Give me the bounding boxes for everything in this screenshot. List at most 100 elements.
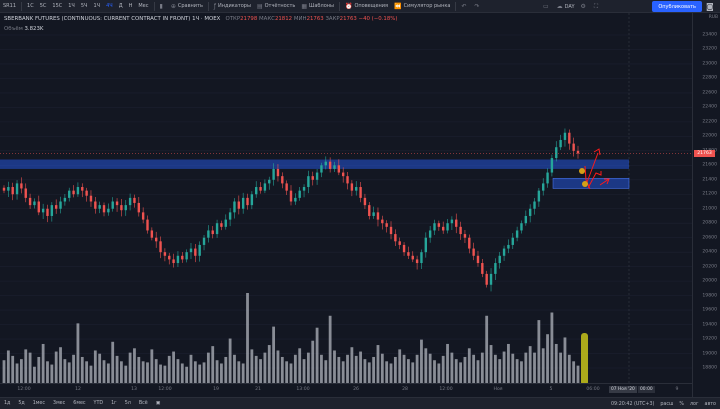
volume-bar xyxy=(76,323,80,383)
bottom-bar: 1д 5д 1мес 3мес 6мес YTD 1г 5л Всё ▣ 09:20:42 (U… xyxy=(0,397,720,409)
target-marker xyxy=(582,181,588,187)
settings-button[interactable]: ⚙ xyxy=(578,0,591,13)
simulator-button[interactable]: ⏪ Симулятор рынка xyxy=(391,0,453,13)
volume-bar xyxy=(102,360,106,383)
volume-bar xyxy=(206,352,210,383)
fullscreen-button[interactable]: ⛶ xyxy=(591,0,603,13)
volume-bar xyxy=(80,356,84,383)
indicators-button[interactable]: ƒ Индикаторы xyxy=(211,0,254,13)
volume-bar xyxy=(289,363,293,383)
candle-body xyxy=(542,183,545,191)
camera-icon[interactable]: ◙ xyxy=(706,2,714,11)
volume-bar xyxy=(402,354,406,383)
arrow-head-1 xyxy=(593,148,601,156)
volume-bar xyxy=(572,361,576,383)
range-button[interactable]: 5д xyxy=(18,401,25,406)
interval-button[interactable]: 15С xyxy=(52,3,63,9)
clock-label[interactable]: 09:20:42 (UTC+3) xyxy=(610,401,655,407)
price-tick: 20200 xyxy=(702,264,717,270)
volume-bar xyxy=(241,363,245,383)
candle-body xyxy=(237,201,241,209)
volume-bar xyxy=(46,361,49,383)
interval-button[interactable]: Д xyxy=(118,3,123,9)
layout-button[interactable]: ▭ xyxy=(540,0,554,13)
volume-bar xyxy=(167,355,171,383)
volume-bar xyxy=(302,359,306,383)
volume-bar xyxy=(237,361,241,383)
range-button[interactable]: 6мес xyxy=(73,401,86,406)
interval-button[interactable]: 1Ч xyxy=(93,3,101,9)
volume-bar xyxy=(380,353,384,383)
price-axis[interactable]: RUB 23400 23200 23000 22800 22600 22400 22200 2… xyxy=(692,13,720,397)
range-button[interactable]: 1мес xyxy=(32,401,46,406)
candle-body xyxy=(24,188,27,198)
candle-body xyxy=(41,208,45,213)
time-tick: 5 xyxy=(549,387,553,392)
templates-button[interactable]: ▦ Шаблоны xyxy=(298,0,337,13)
candle-body xyxy=(224,219,227,227)
range-button[interactable]: Всё xyxy=(138,401,148,406)
interval-button[interactable]: 5С xyxy=(39,3,47,9)
interval-button[interactable]: 1Ч xyxy=(68,3,75,9)
time-tick: 21 xyxy=(255,387,261,392)
redo-button[interactable]: ↷ xyxy=(471,0,484,13)
interval-button[interactable]: Мес xyxy=(138,3,149,9)
range-button[interactable]: 5л xyxy=(124,401,131,406)
volume-bar xyxy=(502,351,506,383)
volume-bar xyxy=(350,347,354,383)
time-tick: 12:00 xyxy=(158,387,172,392)
candle-body xyxy=(241,197,245,209)
volume-bar xyxy=(115,355,119,383)
layout-controls: ▭ ☁ DAY ⚙ ⛶ xyxy=(540,0,603,13)
candle-body xyxy=(250,194,254,206)
goto-date-button[interactable]: ▣ xyxy=(152,401,165,406)
time-tick: 13 xyxy=(131,387,137,392)
candle-body xyxy=(59,201,62,209)
price-chart-svg[interactable] xyxy=(0,13,692,383)
percent-toggle[interactable]: % xyxy=(679,401,684,407)
interval-button[interactable]: Н xyxy=(128,3,133,9)
volume-bar xyxy=(41,343,45,383)
symbol-search[interactable]: SR11 xyxy=(3,3,17,9)
price-tick: 22600 xyxy=(702,90,717,96)
time-axis[interactable]: 12:00 12 13 12:00 19 21 13:00 26 28 12:00 Ноя 5 06:0… xyxy=(0,383,692,397)
high-label: МАКС xyxy=(259,16,275,22)
time-tick: 19 xyxy=(213,387,219,392)
ext-toggle[interactable]: расш xyxy=(660,401,674,407)
volume-bar xyxy=(489,345,493,383)
candle-body xyxy=(437,223,441,227)
undo-button[interactable]: ↶ xyxy=(458,0,471,13)
arrow-up-path-3 xyxy=(599,178,610,186)
publish-button[interactable]: Опубликовать xyxy=(652,1,702,12)
day-button[interactable]: ☁ DAY xyxy=(554,0,578,13)
volume-bar xyxy=(333,350,336,383)
candle-body xyxy=(528,208,532,216)
log-toggle[interactable]: лог xyxy=(689,401,699,407)
candle-body xyxy=(281,176,284,184)
price-tick: 22400 xyxy=(702,104,717,110)
compare-button[interactable]: ⊕ Сравнить xyxy=(168,0,206,13)
candle-body xyxy=(298,190,301,198)
chart-type-button[interactable]: ▮ xyxy=(157,0,168,13)
candle-body xyxy=(76,187,80,195)
resistance-zone xyxy=(0,159,629,169)
auto-toggle[interactable]: авто xyxy=(704,401,717,407)
range-button[interactable]: 1д xyxy=(4,401,11,406)
chart-pane[interactable]: SBERBANK FUTURES (CONTINUOUS: CURRENT CO… xyxy=(0,13,692,397)
range-button[interactable]: YTD xyxy=(93,401,104,406)
entry-marker xyxy=(579,168,585,174)
volume-bar xyxy=(67,362,71,383)
volume-bar xyxy=(6,350,10,383)
volume-bar xyxy=(2,360,6,383)
interval-button[interactable]: 5Ч xyxy=(80,3,88,9)
range-button[interactable]: 3мес xyxy=(53,401,66,406)
interval-button[interactable]: 1С xyxy=(27,3,34,9)
alerts-button[interactable]: ⏰ Оповещения xyxy=(342,0,391,13)
range-button[interactable]: 1г xyxy=(111,401,117,406)
candle-body xyxy=(181,255,184,260)
interval-button[interactable]: 4Ч xyxy=(106,3,113,9)
reports-button[interactable]: ▤ Отчётность xyxy=(254,0,298,13)
volume-bar xyxy=(385,361,389,383)
candle-body xyxy=(115,201,119,206)
volume-bar xyxy=(280,356,284,383)
